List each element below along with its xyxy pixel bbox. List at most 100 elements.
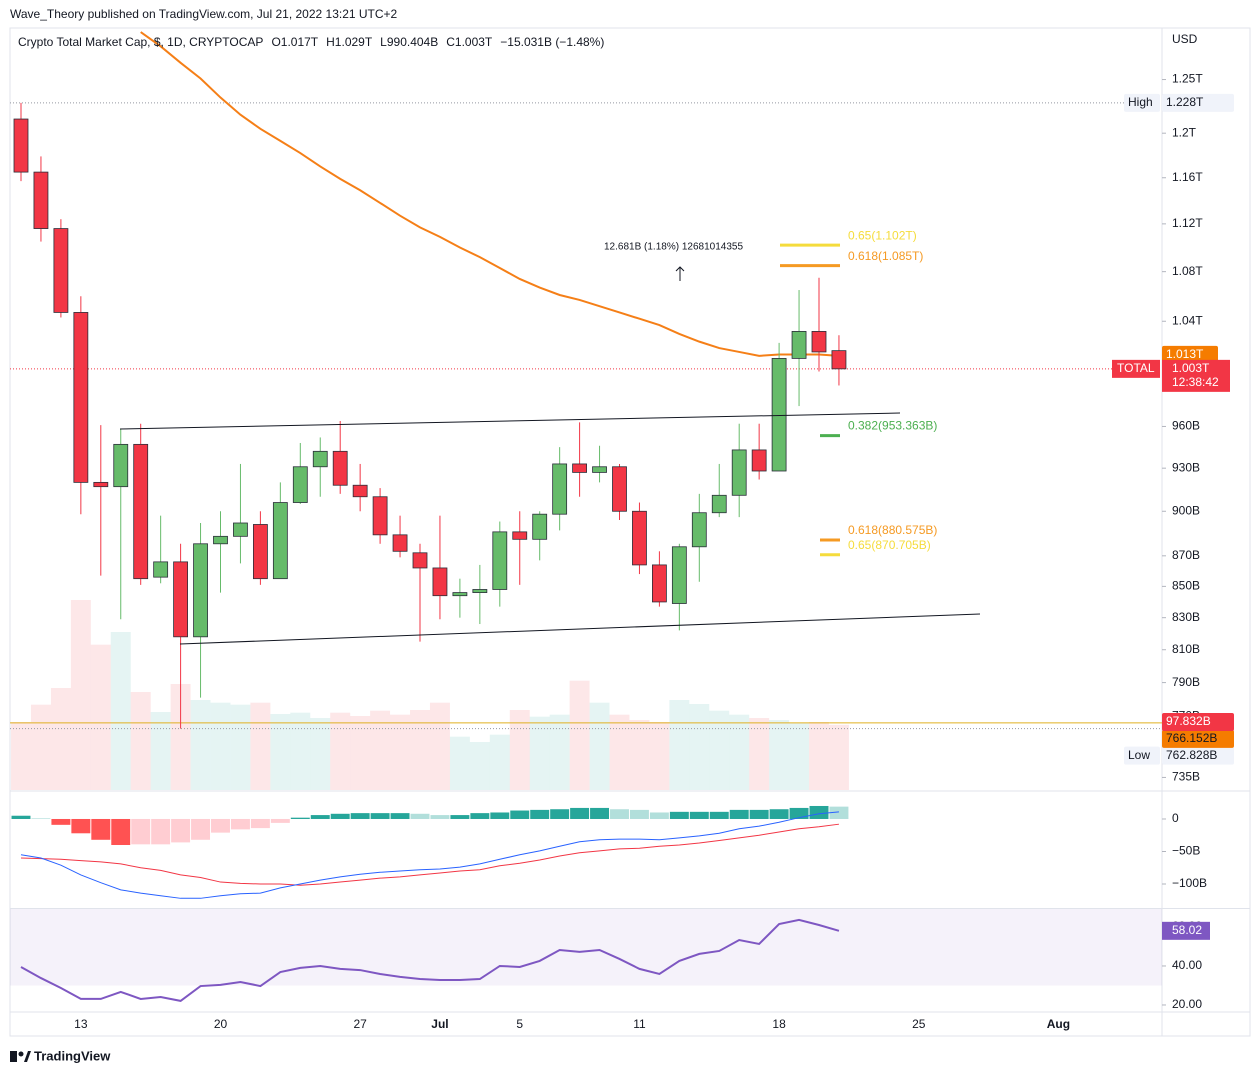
volume-bar [190,700,211,790]
candle-body [671,546,687,604]
volume-label: 97.832B [1166,714,1211,728]
histogram-bar [51,818,71,825]
candle-body [691,512,707,548]
volume-bar [589,702,610,790]
volume-bar [489,734,510,790]
volume-bar [90,644,111,790]
candle-body [512,531,528,540]
fib-label: 0.65(870.705B) [848,538,931,552]
candle-body [332,450,348,486]
candle-body [412,552,428,569]
histogram-bar [31,818,51,819]
histogram-bar [550,809,570,819]
ma-label-box [1162,345,1218,364]
y-tick-label: 1.04T [1172,313,1203,327]
last-price-box [1162,359,1230,392]
histogram-bar [470,813,490,819]
candle-body [193,543,208,638]
histogram-bar [610,809,629,819]
histogram-bar [111,818,131,845]
candle-body [552,463,568,515]
histogram-bar [11,815,31,819]
price-line-label: 1.228T [1166,95,1204,109]
price-line-label: 766.152B [1166,731,1217,745]
legend-value: C1.003T [446,35,493,49]
histogram-bar [709,811,729,819]
overlay [119,266,981,645]
macd-pane [11,805,849,899]
price-line-name-box [1124,93,1160,112]
volume-bar [749,718,770,790]
measure-arrow-head [675,266,685,272]
volume-bar [11,722,31,790]
price-line-name: Low [1128,748,1150,762]
logo: TradingView [10,1048,111,1063]
histogram-bar [829,806,849,819]
histogram-bar [250,818,270,829]
legend-title: Crypto Total Market Cap, $, 1D, CRYPTOCA… [18,35,263,49]
volume-bar [828,724,849,790]
last-price-label: 1.003T [1172,361,1210,375]
legend-value: L990.404B [380,35,438,49]
candle-body [133,443,149,580]
price-line-name: High [1128,95,1153,109]
volume-bar [370,710,391,790]
logo-mark [10,1051,17,1062]
volume-bar [150,712,171,790]
histogram-bar [749,809,769,819]
channel-lower [179,613,981,645]
candle-body [432,567,448,597]
histogram-bar [71,818,91,834]
candle-body [113,443,129,488]
x-tick-label: Jul [431,1017,448,1031]
histogram-bar [490,812,510,819]
y-tick-label: 735B [1172,770,1200,784]
volume-bar [809,722,829,790]
candle-body [811,331,827,353]
candle-body [153,561,169,578]
volume-bar [669,700,690,790]
histogram-bar [370,813,390,819]
volume-bar [609,714,630,790]
volume-bar [350,716,371,790]
fib-label: 0.382(953.363B) [848,419,937,433]
candle-body [93,481,109,488]
volume-bar [210,702,231,790]
volume-bar [549,714,570,790]
logo-mark [24,1051,31,1062]
volume-bar [290,712,311,790]
histogram-bar [131,818,151,845]
candle-body [53,228,69,313]
fib-label: 0.618(880.575B) [848,523,937,537]
candle-body [731,449,747,496]
y-tick-label: 930B [1172,460,1200,474]
volume-bar [230,704,251,790]
histogram-bar [151,818,171,845]
candle-body [472,589,488,593]
rsi-band [10,909,1162,986]
histogram-bar [430,815,450,819]
histogram-bar [590,807,610,819]
y-tick-label: 1.2T [1172,125,1197,139]
histogram-bar [91,818,111,840]
price-line-label-box [1162,93,1234,112]
histogram-bar [171,818,191,843]
last-price-name: TOTAL [1117,361,1155,375]
x-tick-label: 25 [912,1017,926,1031]
histogram-bar [350,813,370,819]
candle-body [312,450,328,468]
volume-bar [410,710,430,790]
y-tick-label: 20.00 [1172,997,1202,1011]
histogram-bar [211,818,230,833]
volume-bar [429,702,450,790]
x-tick-label: 5 [516,1017,523,1031]
logo-mark [18,1051,24,1057]
histogram-bar [629,809,649,819]
price-pane [10,31,1162,790]
candle-body [372,496,388,536]
histogram-bar [191,818,211,840]
histogram-bar [450,815,470,819]
candle-body [73,312,89,483]
